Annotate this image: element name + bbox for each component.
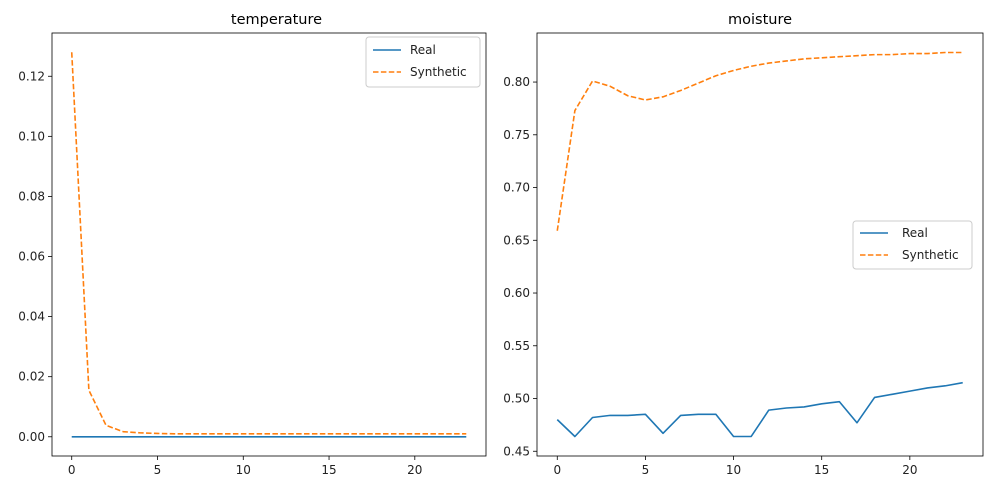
x-tick-label: 0 (553, 463, 561, 477)
legend-label-synthetic: Synthetic (902, 248, 959, 262)
y-tick-label: 0.80 (503, 75, 530, 89)
y-tick-label: 0.70 (503, 181, 530, 195)
axes-frame (536, 32, 984, 457)
y-tick-label: 0.45 (503, 444, 530, 458)
moisture-panel: moisture 0 5 10 15 20 0.45 0.50 0.55 0.60 0.65 0.7… (503, 12, 984, 477)
y-tick-label: 0.12 (18, 69, 45, 83)
legend-label-synthetic: Synthetic (410, 65, 467, 79)
x-tick-label: 15 (321, 463, 336, 477)
x-tick-label: 10 (236, 463, 251, 477)
x-tick-label: 20 (902, 463, 917, 477)
y-tick-label: 0.08 (18, 189, 45, 203)
x-tick-label: 15 (814, 463, 829, 477)
legend: Real Synthetic (365, 36, 481, 88)
x-tick-label: 5 (642, 463, 650, 477)
legend-label-real: Real (410, 43, 436, 57)
x-tick-label: 20 (407, 463, 422, 477)
y-tick-label: 0.60 (503, 286, 530, 300)
y-tick-label: 0.50 (503, 392, 530, 406)
chart-title: temperature (231, 12, 322, 28)
plot-area: 0 5 10 15 20 0.00 0.02 0.04 0.06 0.08 0.10 0.12 (18, 32, 487, 477)
chart-title: moisture (728, 12, 792, 28)
y-tick-label: 0.10 (18, 129, 45, 143)
y-tick-label: 0.75 (503, 128, 530, 142)
temperature-panel: temperature 0 5 10 15 20 0.00 0.02 0.04 0.06 0.08… (18, 12, 487, 477)
y-tick-label: 0.65 (503, 233, 530, 247)
x-tick-label: 0 (68, 463, 76, 477)
series-line-synthetic (556, 51, 963, 231)
y-tick-label: 0.06 (18, 250, 45, 264)
legend-label-real: Real (902, 226, 928, 240)
y-tick-label: 0.02 (18, 370, 45, 384)
y-tick-label: 0.55 (503, 339, 530, 353)
plot-area: 0 5 10 15 20 0.45 0.50 0.55 0.60 0.65 0.70 0.75 0.80 (503, 32, 984, 477)
y-tick-label: 0.04 (18, 310, 45, 324)
axes-frame (51, 32, 487, 457)
x-tick-label: 5 (154, 463, 162, 477)
series-line-real (556, 381, 963, 438)
y-tick-label: 0.00 (18, 430, 45, 444)
x-tick-label: 10 (726, 463, 741, 477)
series-line-synthetic (70, 52, 467, 435)
legend: Real Synthetic (852, 220, 973, 270)
